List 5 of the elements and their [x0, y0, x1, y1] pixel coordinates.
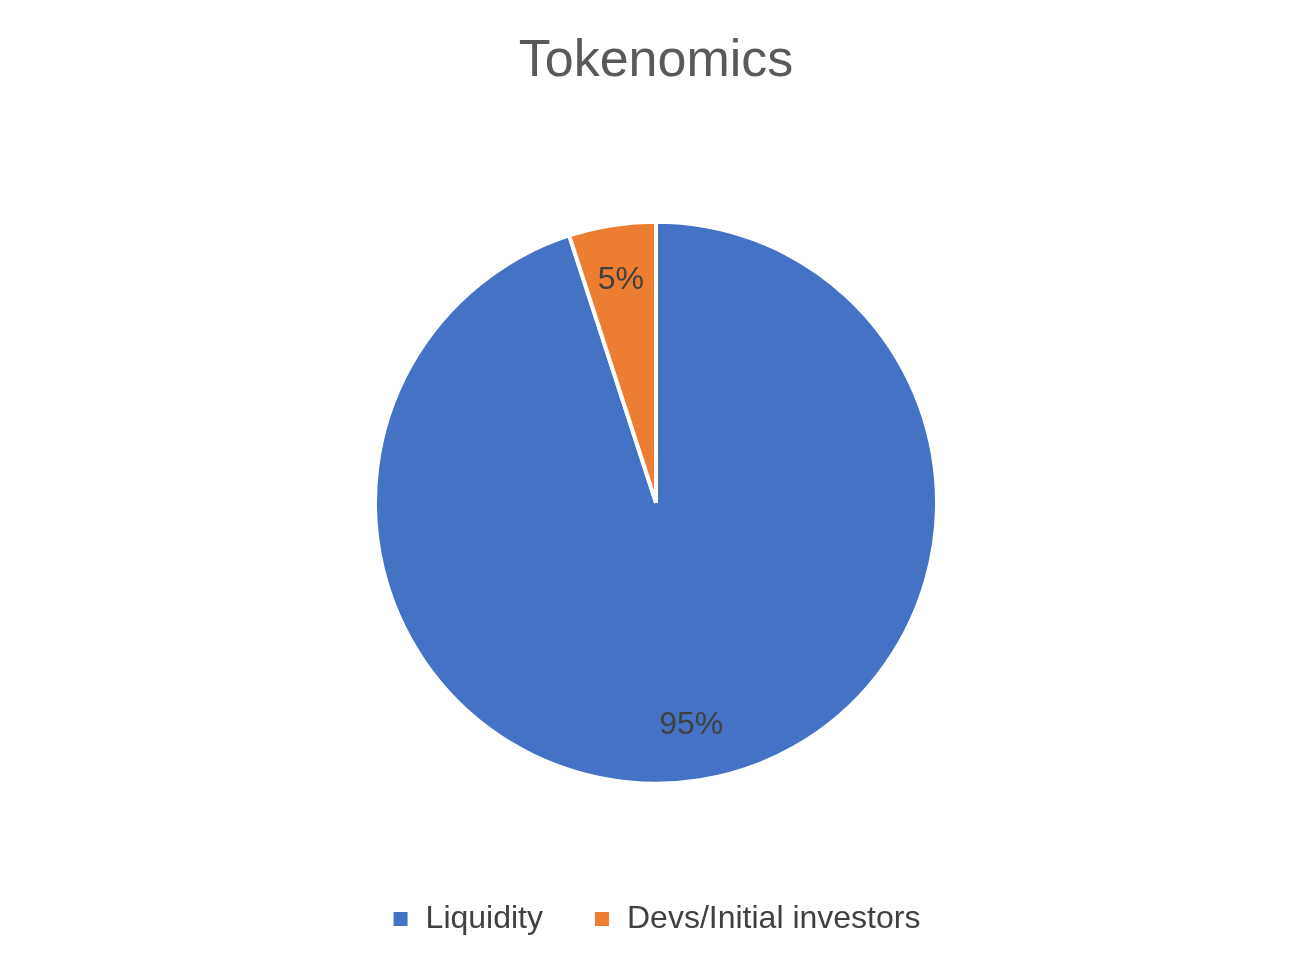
data-label: 5% [597, 260, 644, 297]
data-label: 95% [659, 704, 724, 741]
legend-label: Devs/Initial investors [626, 898, 921, 935]
legend-label: Liquidity [425, 898, 543, 935]
chart-title: Tokenomics [518, 28, 794, 87]
